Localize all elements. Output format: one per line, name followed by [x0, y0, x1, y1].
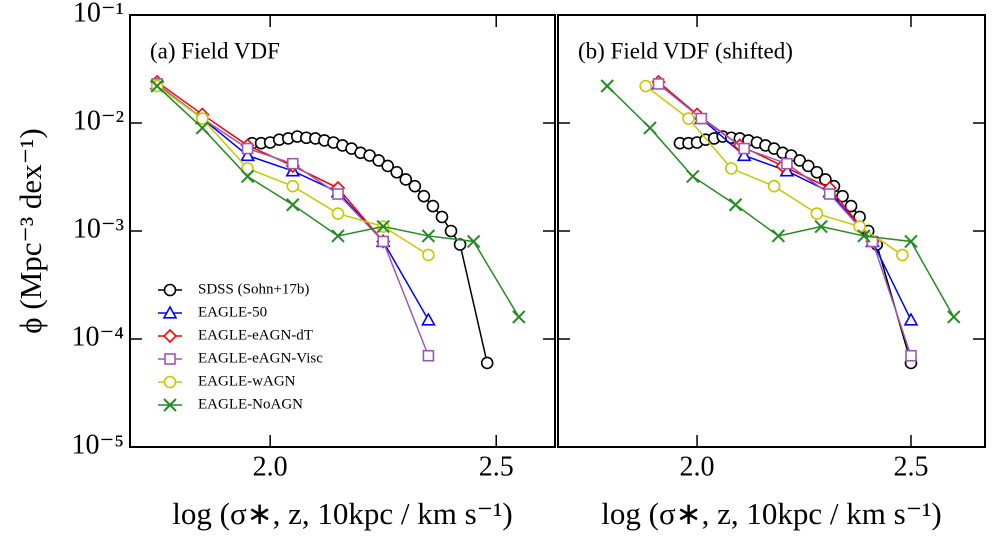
x-axis-label: log (σ∗, z, 10kpc / km s⁻¹) [172, 496, 512, 531]
marker [422, 248, 435, 262]
marker [421, 229, 436, 243]
x-tick-label: 2.5 [893, 451, 928, 482]
marker [814, 219, 828, 234]
y-tick-label: 10⁻¹ [73, 0, 124, 28]
legend-marker [163, 283, 177, 297]
marker [947, 310, 961, 324]
marker [241, 162, 254, 175]
y-tick-label: 10⁻⁴ [71, 321, 124, 352]
marker [444, 224, 458, 238]
marker [331, 229, 345, 243]
y-tick-label: 10⁻⁵ [71, 429, 124, 460]
marker [736, 147, 752, 162]
marker [771, 229, 786, 243]
marker [512, 310, 526, 324]
legend-label: EAGLE-wAGN [198, 373, 296, 389]
series-line [658, 81, 874, 242]
marker [793, 154, 807, 167]
y-tick-label: 10⁻³ [73, 213, 124, 244]
panel-title: (b) Field VDF (shifted) [578, 38, 793, 63]
marker [903, 312, 919, 326]
marker [724, 162, 738, 175]
legend-marker [163, 375, 177, 389]
panel-title: (a) Field VDF [150, 38, 280, 63]
marker [240, 147, 255, 162]
x-tick-label: 2.5 [479, 451, 514, 482]
legend-label: EAGLE-50 [198, 304, 267, 320]
marker [331, 207, 345, 220]
legend-marker [163, 398, 177, 412]
marker [240, 169, 255, 184]
marker [286, 198, 300, 212]
marker [195, 121, 210, 135]
marker [435, 210, 449, 224]
legend-label: EAGLE-eAGN-Visc [198, 350, 323, 366]
legend-label: SDSS (Sohn+17b) [198, 281, 309, 297]
x-tick-label: 2.0 [253, 451, 288, 482]
marker [823, 188, 836, 200]
marker [286, 157, 299, 170]
marker [801, 159, 815, 173]
legend-label: EAGLE-NoAGN [198, 396, 303, 412]
marker [426, 199, 440, 213]
marker [332, 188, 344, 200]
marker [682, 112, 695, 125]
legend-marker [162, 305, 178, 319]
marker [408, 179, 422, 193]
marker [372, 154, 385, 167]
marker [738, 142, 750, 155]
marker [781, 157, 793, 170]
axes-frame [557, 14, 986, 448]
marker [810, 207, 824, 220]
marker [421, 312, 436, 326]
marker [196, 112, 209, 125]
marker [819, 173, 832, 186]
marker [639, 79, 653, 93]
marker [905, 349, 917, 362]
marker [896, 248, 909, 262]
marker [904, 234, 918, 249]
x-axis-label: log (σ∗, z, 10kpc / km s⁻¹) [601, 496, 941, 531]
axes-frame [129, 14, 556, 448]
marker [286, 179, 300, 193]
y-axis-label: ϕ (Mpc⁻³ dex⁻¹) [13, 128, 48, 333]
marker [728, 198, 743, 212]
marker [381, 159, 395, 173]
marker [150, 79, 164, 93]
marker [422, 349, 435, 362]
marker [643, 121, 657, 135]
series-line [658, 83, 912, 356]
marker [695, 112, 708, 125]
marker [417, 189, 431, 203]
y-tick-label: 10⁻² [73, 105, 124, 136]
legend-marker [164, 353, 176, 365]
marker [466, 234, 481, 249]
x-tick-label: 2.0 [680, 451, 715, 482]
marker [377, 235, 389, 248]
marker [652, 78, 665, 90]
legend-label: EAGLE-eAGN-dT [198, 327, 313, 343]
marker [376, 219, 390, 234]
marker [399, 173, 413, 186]
marker [810, 165, 824, 179]
marker [857, 229, 871, 243]
marker [241, 142, 254, 155]
marker [844, 199, 858, 213]
marker [600, 79, 614, 93]
series-line [606, 85, 955, 318]
marker [767, 179, 781, 193]
marker [390, 165, 404, 179]
legend-marker [162, 328, 178, 344]
marker [480, 356, 494, 370]
marker [453, 238, 467, 251]
marker [686, 169, 700, 184]
